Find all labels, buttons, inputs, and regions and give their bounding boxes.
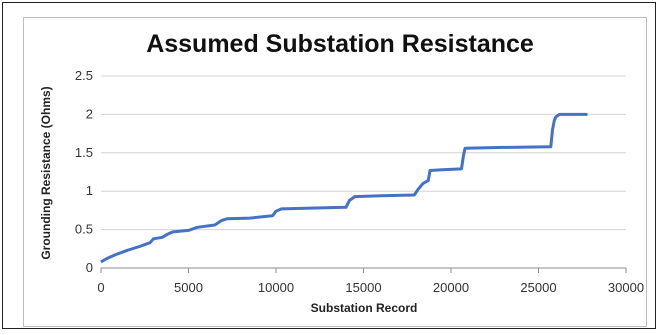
- chart-title: Assumed Substation Resistance: [146, 30, 534, 58]
- x-tick-label: 5000: [174, 280, 203, 295]
- x-tick-label: 25000: [520, 280, 556, 295]
- series-line: [100, 112, 588, 264]
- x-tick-label: 20000: [433, 280, 469, 295]
- y-tick-label: 0.5: [75, 222, 93, 237]
- x-tick-label: 10000: [258, 280, 294, 295]
- y-tick-label: 0: [86, 260, 93, 275]
- y-tick-label: 2: [86, 106, 93, 121]
- x-tick-label: 0: [97, 280, 104, 295]
- y-tick-label: 2.5: [75, 68, 93, 83]
- y-tick-label: 1.5: [75, 145, 93, 160]
- y-axis-ticks: 0 0.5 1 1.5 2 2.5: [75, 68, 93, 275]
- x-tick-label: 30000: [608, 280, 644, 295]
- x-axis-label: Substation Record: [311, 301, 418, 315]
- x-axis-ticks: 0 5000 10000 15000 20000 25000 30000: [97, 268, 644, 295]
- figure-frame: [2, 2, 656, 329]
- gridlines: [101, 75, 626, 231]
- y-tick-label: 1: [86, 183, 93, 198]
- chart-area-border: [23, 17, 647, 327]
- y-axis-label: Grounding Resistance (Ohms): [39, 86, 53, 259]
- x-tick-label: 15000: [345, 280, 381, 295]
